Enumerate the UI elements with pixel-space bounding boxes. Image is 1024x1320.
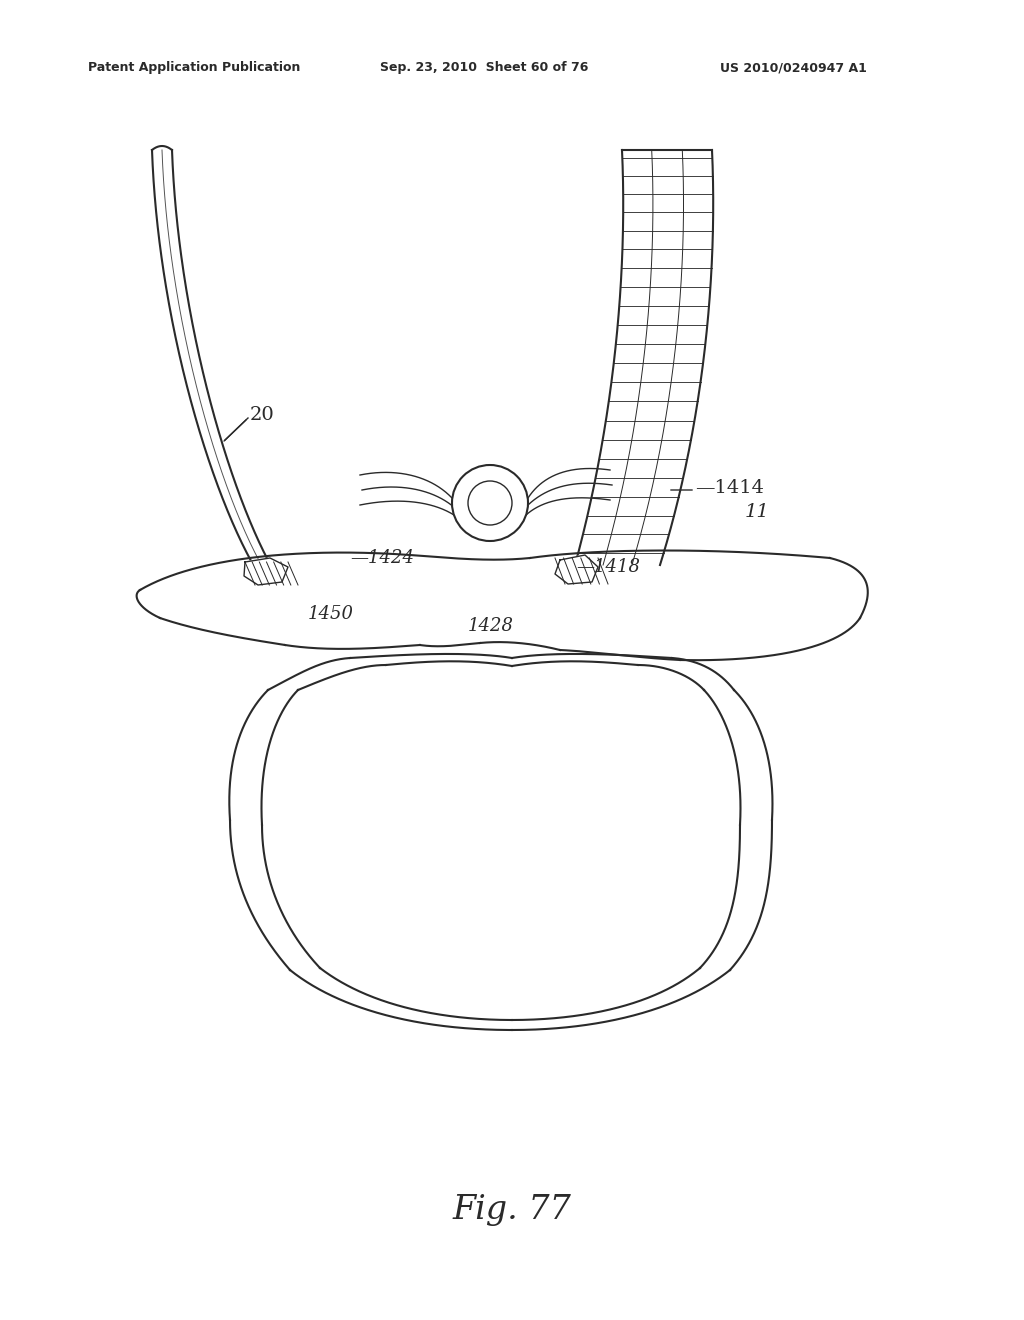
Polygon shape bbox=[244, 558, 288, 585]
Text: 11: 11 bbox=[745, 503, 770, 521]
Text: Fig. 77: Fig. 77 bbox=[453, 1195, 571, 1226]
Text: Sep. 23, 2010  Sheet 60 of 76: Sep. 23, 2010 Sheet 60 of 76 bbox=[380, 62, 589, 74]
Text: —1418: —1418 bbox=[575, 558, 640, 576]
Text: 20: 20 bbox=[250, 407, 274, 424]
Text: Patent Application Publication: Patent Application Publication bbox=[88, 62, 300, 74]
Text: 1428: 1428 bbox=[468, 616, 514, 635]
Text: US 2010/0240947 A1: US 2010/0240947 A1 bbox=[720, 62, 867, 74]
Text: —1414: —1414 bbox=[695, 479, 764, 498]
Text: —1424: —1424 bbox=[350, 549, 414, 568]
Polygon shape bbox=[555, 554, 598, 583]
Text: 1450: 1450 bbox=[308, 605, 354, 623]
Circle shape bbox=[452, 465, 528, 541]
